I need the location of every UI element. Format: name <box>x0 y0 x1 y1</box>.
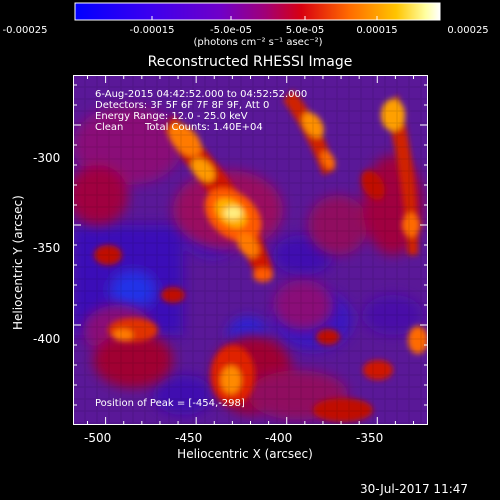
y-axis-label: Heliocentric Y (arcsec) <box>11 195 25 330</box>
heatmap-pixel-grid <box>73 75 428 425</box>
colorbar-tick-label-3: 5.0e-05 <box>285 25 325 36</box>
y-tick-label-0: -300 <box>33 151 61 165</box>
x-tick-label-3: -350 <box>356 431 384 445</box>
annotation-peak-position: Position of Peak = [-454,-298] <box>95 398 245 409</box>
colorbar-tick-label-0: -0.00025 <box>2 25 48 36</box>
y-tick-label-2: -400 <box>33 332 61 346</box>
chart-title: Reconstructed RHESSI Image <box>147 54 353 70</box>
colorbar-tick-label-2: -5.0e-05 <box>210 25 252 36</box>
annotation-method: Clean <box>95 122 124 133</box>
colorbar-gradient <box>74 2 441 21</box>
y-tick-label-1: -350 <box>33 241 61 255</box>
annotation-total-counts: Total Counts: 1.40E+04 <box>145 122 263 133</box>
x-axis-label: Heliocentric X (arcsec) <box>177 447 313 461</box>
colorbar-tick-label-5: 0.00025 <box>447 25 489 36</box>
x-tick-label-0: -500 <box>84 431 112 445</box>
annotation-time-range: 6-Aug-2015 04:42:52.000 to 04:52:52.000 <box>95 89 308 100</box>
heatmap-plot-area <box>73 75 428 425</box>
annotation-detectors: Detectors: 3F 5F 6F 7F 8F 9F, Att 0 <box>95 100 270 111</box>
colorbar-tick-label-1: -0.00015 <box>129 25 175 36</box>
colorbar <box>74 2 441 21</box>
colorbar-tick-label-4: 0.00015 <box>356 25 398 36</box>
footer-timestamp: 30-Jul-2017 11:47 <box>360 482 469 496</box>
x-tick-label-2: -400 <box>265 431 293 445</box>
x-tick-label-1: -450 <box>175 431 203 445</box>
annotation-energy-range: Energy Range: 12.0 - 25.0 keV <box>95 111 248 122</box>
colorbar-unit-label: (photons cm⁻² s⁻¹ asec⁻²) <box>193 37 323 48</box>
